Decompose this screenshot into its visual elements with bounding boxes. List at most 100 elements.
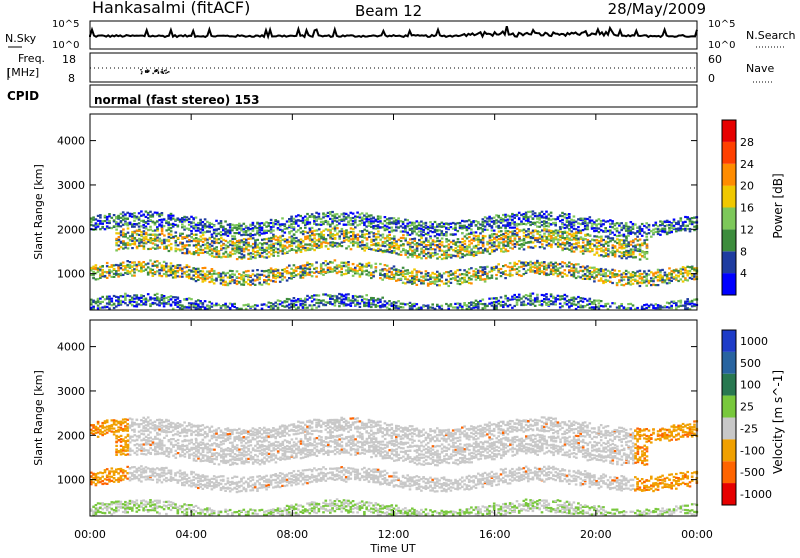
power-cell [165, 220, 168, 222]
power-cell [277, 241, 280, 243]
power-cell [272, 303, 275, 305]
power-cell [258, 231, 261, 233]
power-cell [548, 263, 551, 265]
freq-point [140, 69, 141, 70]
power-cell [318, 228, 321, 230]
power-cell [397, 274, 400, 276]
power-cell [368, 215, 371, 217]
power-cell [106, 277, 109, 279]
power-cell [195, 227, 198, 229]
power-cell [202, 225, 205, 227]
power-cell [500, 230, 503, 232]
power-cell [463, 269, 466, 271]
power-cell [377, 242, 380, 244]
power-cell [486, 248, 489, 250]
power-cell [288, 245, 291, 247]
power-cell [243, 250, 246, 252]
power-cell [520, 298, 523, 300]
power-cell [352, 238, 355, 240]
power-cell [350, 231, 353, 233]
power-cell [329, 294, 332, 296]
power-cell [664, 225, 667, 227]
power-cell [227, 241, 230, 243]
power-cell [675, 274, 678, 276]
power-cell [411, 232, 414, 234]
power-cell [513, 297, 516, 299]
power-cell [589, 270, 592, 272]
power-cell [288, 218, 291, 220]
power-cell [431, 303, 434, 305]
power-cell [311, 307, 314, 309]
power-cell [570, 274, 573, 276]
power-cell [252, 230, 255, 232]
power-cell [354, 269, 357, 271]
power-cell [293, 237, 296, 239]
power-cell [356, 270, 359, 272]
power-cell [452, 228, 455, 230]
power-cell [140, 210, 143, 212]
power-cell [509, 247, 512, 249]
power-cell [304, 227, 307, 229]
power-cell [213, 282, 216, 284]
power-cell [145, 216, 148, 218]
power-cell [224, 307, 227, 309]
power-cell [145, 232, 148, 234]
power-cell [441, 225, 444, 227]
power-cell [202, 238, 205, 240]
power-cell [290, 220, 293, 222]
power-cell [299, 215, 302, 217]
power-cell [575, 242, 578, 244]
power-cell [186, 306, 189, 308]
power-cell [509, 272, 512, 274]
power-cell [375, 219, 378, 221]
power-cell [511, 298, 514, 300]
power-cell [281, 301, 284, 303]
power-cell [329, 213, 332, 215]
power-cell [602, 244, 605, 246]
power-cell [600, 220, 603, 222]
power-cell [361, 234, 364, 236]
power-cell [115, 296, 118, 298]
power-cell [577, 218, 580, 220]
power-cell [568, 224, 571, 226]
power-cell [436, 257, 439, 259]
power-cell [302, 240, 305, 242]
power-cell [404, 237, 407, 239]
power-cell [466, 245, 469, 247]
power-cell [579, 270, 582, 272]
power-cell [281, 279, 284, 281]
power-cell [281, 223, 284, 225]
power-cell [224, 273, 227, 275]
power-cell [527, 236, 530, 238]
power-cell [331, 268, 334, 270]
power-cell [620, 222, 623, 224]
power-cell [247, 270, 250, 272]
power-cell [643, 270, 646, 272]
power-cell [466, 229, 469, 231]
power-cell [309, 266, 312, 268]
power-cell [177, 264, 180, 266]
power-cell [636, 230, 639, 232]
power-cell [571, 243, 574, 245]
power-cell [136, 269, 139, 271]
power-cell [329, 218, 332, 220]
power-cell [488, 303, 491, 305]
power-cell [616, 273, 619, 275]
power-cell [545, 216, 548, 218]
power-cell [168, 233, 171, 235]
power-cell [331, 271, 334, 273]
power-cell [245, 225, 248, 227]
power-cell [274, 281, 277, 283]
power-cell [500, 250, 503, 252]
power-cell [270, 267, 273, 269]
power-cell [598, 231, 601, 233]
power-cell [596, 246, 599, 248]
power-cell [365, 270, 368, 272]
power-cell [334, 304, 337, 306]
power-cell [636, 282, 639, 284]
power-cell [261, 222, 264, 224]
power-cell [543, 235, 546, 237]
power-cell [222, 244, 225, 246]
power-cell [505, 230, 508, 232]
power-cell [523, 268, 526, 270]
